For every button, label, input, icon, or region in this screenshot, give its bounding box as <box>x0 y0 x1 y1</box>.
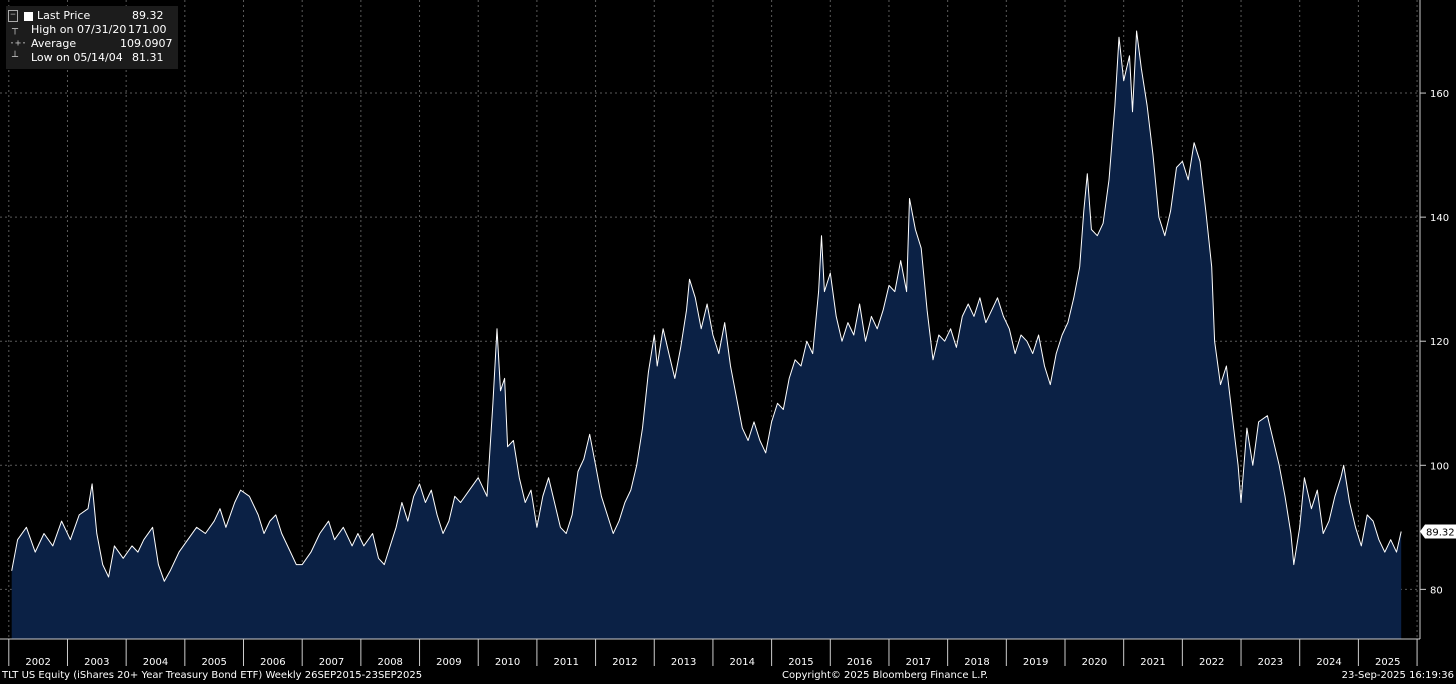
x-tick-label: 2005 <box>201 657 226 668</box>
x-tick-label: 2009 <box>436 657 461 668</box>
legend-high-label: High on 07/31/20 <box>31 23 127 36</box>
x-tick-label: 2012 <box>612 657 637 668</box>
low-marker-icon: ┴ <box>11 52 19 63</box>
footer-copyright-text: Copyright© 2025 Bloomberg Finance L.P. <box>782 670 989 681</box>
high-marker-icon: ┬ <box>11 24 19 35</box>
y-tick-label: 160 <box>1430 89 1449 100</box>
x-tick-label: 2024 <box>1316 657 1341 668</box>
price-line <box>11 30 1402 582</box>
footer-timestamp-text: 23-Sep-2025 16:19:36 <box>1341 670 1454 681</box>
last-price-tag: 89.32 <box>1420 524 1456 539</box>
y-axis-ticks: 80 100 120 140 160 <box>1420 89 1449 596</box>
x-tick-label: 2013 <box>671 657 696 668</box>
x-tick-label: 2006 <box>260 657 285 668</box>
x-tick-label: 2002 <box>25 657 50 668</box>
legend-high-value: 171.00 <box>128 23 167 36</box>
x-axis-ticks: 2002 2003 2004 2005 2006 2007 2008 2009 2010 2011… <box>8 639 1418 668</box>
last-price-tag-label: 89.32 <box>1426 528 1455 539</box>
y-tick-label: 120 <box>1430 337 1449 348</box>
legend-average-label: Average <box>31 37 77 50</box>
legend-low-value: 81.31 <box>132 51 164 64</box>
average-marker-icon: ·+· <box>9 38 28 49</box>
x-tick-label: 2020 <box>1082 657 1107 668</box>
legend-last-price-label: Last Price <box>37 9 91 22</box>
legend-row-average: ·+· Average 109.0907 <box>6 37 178 51</box>
legend-low-label: Low on 05/14/04 <box>31 51 123 64</box>
x-tick-label: 2023 <box>1258 657 1283 668</box>
x-tick-label: 2016 <box>847 657 872 668</box>
x-tick-label: 2008 <box>377 657 402 668</box>
x-tick-label: 2014 <box>730 657 755 668</box>
last-price-swatch-icon <box>24 12 33 21</box>
y-tick-label: 100 <box>1430 461 1449 472</box>
x-tick-label: 2011 <box>554 657 579 668</box>
x-tick-label: 2017 <box>906 657 931 668</box>
x-tick-label: 2015 <box>788 657 813 668</box>
x-tick-label: 2025 <box>1375 657 1400 668</box>
y-tick-label: 140 <box>1430 213 1449 224</box>
y-tick-label: 80 <box>1430 585 1443 596</box>
legend-last-price-value: 89.32 <box>132 9 164 22</box>
legend-row-high: ┬ High on 07/31/20 171.00 <box>6 23 178 37</box>
x-tick-label: 2018 <box>964 657 989 668</box>
x-tick-label: 2004 <box>143 657 168 668</box>
x-tick-label: 2010 <box>495 657 520 668</box>
collapse-icon[interactable]: − <box>8 10 18 22</box>
x-tick-label: 2022 <box>1199 657 1224 668</box>
legend-row-low: ┴ Low on 05/14/04 81.31 <box>6 51 178 65</box>
x-tick-label: 2007 <box>319 657 344 668</box>
x-tick-label: 2019 <box>1023 657 1048 668</box>
legend-box: − Last Price 89.32 ┬ High on 07/31/20 17… <box>6 6 178 69</box>
legend-row-last-price: − Last Price 89.32 <box>6 9 178 23</box>
x-tick-label: 2021 <box>1140 657 1165 668</box>
price-area <box>11 31 1402 639</box>
footer-ticker-text: TLT US Equity (iShares 20+ Year Treasury… <box>2 670 423 681</box>
x-tick-label: 2003 <box>84 657 109 668</box>
legend-average-value: 109.0907 <box>120 37 173 50</box>
